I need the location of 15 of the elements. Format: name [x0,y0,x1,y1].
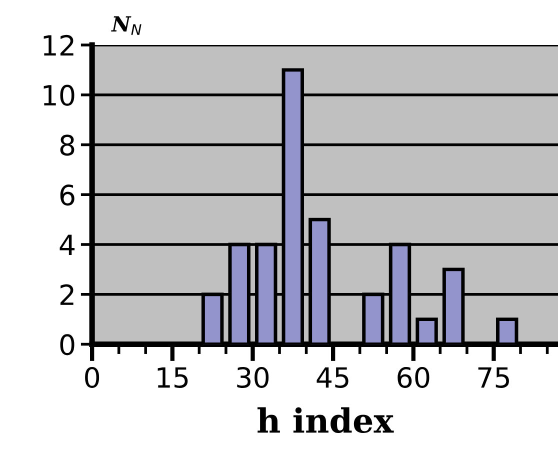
x-tick-label: 60 [398,366,430,388]
y-tick-label: 8 [60,134,74,156]
x-tick-label: 75 [478,367,509,388]
y-tick-label: 10 [44,84,74,106]
y-tick-label: 0 [60,334,74,356]
y-tick-label: 6 [60,184,74,206]
y-tick-label: 4 [60,234,75,256]
x-axis-title: h index [258,407,394,434]
y-tick-label: 12 [44,34,74,56]
x-tick-label: 45 [316,367,348,388]
x-tick-label: 15 [158,367,188,388]
x-tick-label: 0 [85,366,100,388]
x-tick-label: 30 [237,366,269,388]
y-axis-title: N$_{N}$ [111,16,142,35]
y-tick-label: 2 [60,284,74,305]
